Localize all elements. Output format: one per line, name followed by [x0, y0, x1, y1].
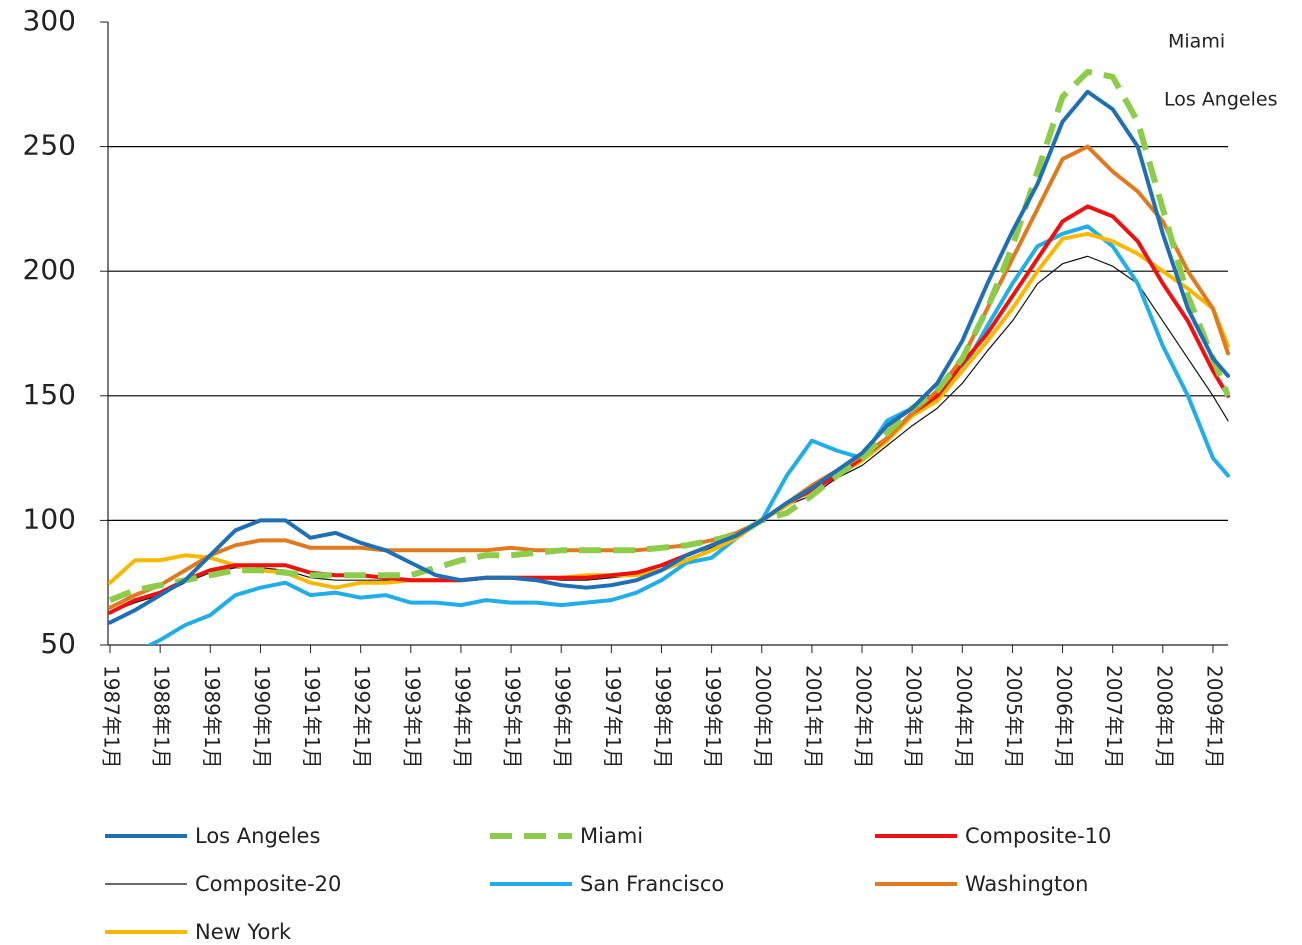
x-tick-label: 1989年1月	[200, 665, 224, 769]
plot-area	[108, 68, 1230, 645]
legend-label: Miami	[580, 824, 643, 848]
y-tick-label: 50	[40, 627, 76, 660]
series-line	[108, 144, 1230, 610]
x-tick-label: 2006年1月	[1052, 665, 1076, 769]
series-line	[108, 68, 1230, 603]
x-tick-label: 2004年1月	[952, 665, 976, 769]
x-tick-label: 1995年1月	[501, 665, 525, 769]
x-tick-label: 1988年1月	[150, 665, 174, 769]
y-tick-label: 250	[23, 129, 76, 162]
x-tick-label: 1997年1月	[601, 665, 625, 769]
x-tick-label: 2000年1月	[751, 665, 775, 769]
series-line	[108, 89, 1230, 625]
x-tick-label: 1993年1月	[400, 665, 424, 769]
annotation: Los Angeles	[1164, 89, 1277, 111]
x-tick-label: 1994年1月	[450, 665, 474, 769]
legend-label: Washington	[965, 872, 1088, 896]
x-tick-label: 1987年1月	[100, 665, 124, 769]
legend-label: Composite-20	[195, 872, 341, 896]
x-tick-label: 1991年1月	[300, 665, 324, 769]
y-tick-label: 100	[23, 502, 76, 535]
x-tick-label: 2001年1月	[801, 665, 825, 769]
x-tick-label: 2009年1月	[1202, 665, 1226, 769]
legend-label: Los Angeles	[195, 824, 320, 848]
legend-label: San Francisco	[580, 872, 724, 896]
series-line	[108, 231, 1230, 590]
x-tick-label: 2002年1月	[852, 665, 876, 769]
series-line	[145, 224, 1230, 645]
x-tick-label: 1998年1月	[651, 665, 675, 769]
x-tick-label: 2007年1月	[1102, 665, 1126, 769]
x-tick-label: 2005年1月	[1002, 665, 1026, 769]
x-tick-label: 1999年1月	[701, 665, 725, 769]
x-tick-label: 1992年1月	[350, 665, 374, 769]
y-tick-label: 300	[23, 4, 76, 37]
x-tick-label: 1996年1月	[551, 665, 575, 769]
series-line	[108, 204, 1230, 615]
legend-label: Composite-10	[965, 824, 1111, 848]
x-tick-label: 1990年1月	[250, 665, 274, 769]
legend-label: New York	[195, 920, 292, 944]
y-tick-label: 200	[23, 253, 76, 286]
annotation: Miami	[1168, 31, 1225, 53]
x-tick-label: 2003年1月	[902, 665, 926, 769]
series-line	[109, 255, 1229, 614]
y-tick-label: 150	[23, 378, 76, 411]
x-tick-label: 2008年1月	[1152, 665, 1176, 769]
